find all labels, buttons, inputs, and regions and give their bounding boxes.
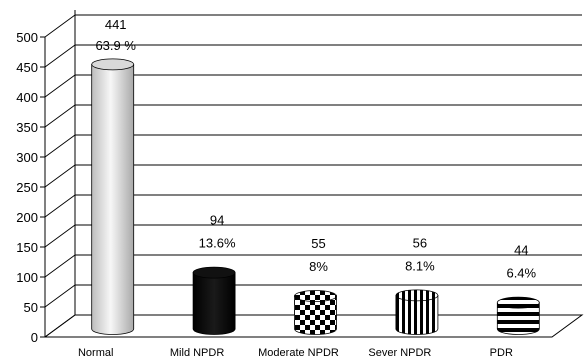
- bar-moderate-npdr: [294, 290, 337, 335]
- bar-top-cap: [395, 289, 439, 302]
- percent-label: 8%: [309, 259, 328, 274]
- value-label: 44: [514, 243, 528, 258]
- bar-mild-npdr: [192, 266, 236, 335]
- gridlines: [44, 14, 582, 338]
- bar-body: [192, 272, 236, 335]
- bar-body: [294, 295, 337, 335]
- y-tick-label: 50: [24, 300, 38, 315]
- bar-body: [496, 302, 540, 335]
- y-tick-label: 500: [16, 30, 38, 45]
- x-category-label: Normal: [78, 347, 113, 359]
- bar-top-cap: [496, 296, 540, 309]
- x-axis-categories: Normal Mild NPDR Moderate NPDR Sever NPDR PD…: [78, 347, 513, 359]
- bar-top-cap: [192, 266, 236, 279]
- bar-body: [91, 64, 135, 335]
- value-label: 56: [413, 235, 427, 250]
- gridline-side: [44, 314, 76, 338]
- gridline-side: [44, 254, 76, 278]
- gridline-side: [44, 164, 76, 188]
- y-tick-label: 100: [16, 270, 38, 285]
- gridline-side: [44, 74, 76, 98]
- bars: [91, 58, 540, 335]
- bar-top-cap: [294, 290, 337, 302]
- gridline-side: [44, 104, 76, 128]
- x-category-label: Sever NPDR: [368, 347, 431, 359]
- y-tick-label: 450: [16, 60, 38, 75]
- y-tick-label: 350: [16, 120, 38, 135]
- data-labels: 441 63.9 % 94 13.6% 55 8% 56 8.1% 44 6.4%: [95, 17, 536, 281]
- bar-normal: [91, 58, 135, 335]
- y-tick-label: 150: [16, 240, 38, 255]
- x-category-label: PDR: [490, 347, 513, 359]
- value-label: 94: [210, 213, 224, 228]
- value-label: 55: [311, 236, 325, 251]
- percent-label: 13.6%: [199, 236, 236, 251]
- x-category-label: Mild NPDR: [170, 347, 224, 359]
- bar-sever-npdr: [395, 289, 439, 335]
- y-tick-label: 250: [16, 180, 38, 195]
- gridline-side: [44, 284, 76, 308]
- percent-label: 8.1%: [405, 258, 435, 273]
- bar-body: [395, 295, 439, 335]
- value-label: 441: [105, 17, 127, 32]
- gridline-side: [44, 44, 76, 68]
- percent-label: 63.9 %: [95, 38, 136, 53]
- y-axis-ticks: 0 50 100 150 200 250 300 350 400 450 500: [16, 30, 45, 345]
- bar-top-cap: [91, 58, 135, 71]
- y-tick-label: 0: [31, 330, 38, 345]
- y-tick-label: 200: [16, 210, 38, 225]
- gridline-side: [44, 194, 76, 218]
- gridline-side: [44, 14, 76, 38]
- bar-pdr: [496, 296, 540, 335]
- gridline-side: [44, 134, 76, 158]
- y-tick-label: 300: [16, 150, 38, 165]
- percent-label: 6.4%: [506, 266, 536, 281]
- y-tick-label: 400: [16, 90, 38, 105]
- gridline-side: [44, 224, 76, 248]
- x-category-label: Moderate NPDR: [258, 347, 339, 359]
